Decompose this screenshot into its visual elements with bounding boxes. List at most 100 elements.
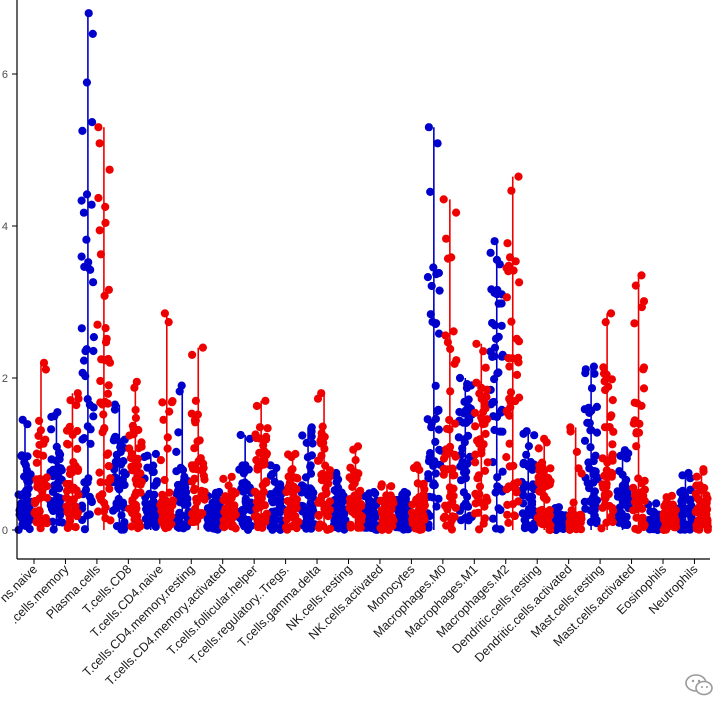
median-lines	[24, 13, 703, 530]
data-point	[527, 503, 536, 512]
data-point	[607, 512, 616, 521]
data-point	[535, 461, 544, 470]
data-point	[191, 504, 200, 513]
data-point	[260, 501, 269, 510]
data-point	[471, 489, 480, 498]
data-point	[515, 278, 524, 287]
data-point	[623, 502, 632, 511]
data-point	[88, 29, 97, 38]
data-point	[439, 464, 448, 473]
data-point	[692, 472, 701, 481]
data-point	[188, 477, 197, 486]
data-point	[101, 514, 110, 523]
data-point	[35, 506, 44, 515]
data-point	[25, 524, 34, 534]
data-point	[520, 524, 530, 533]
data-point	[637, 401, 646, 410]
data-point	[176, 463, 185, 472]
data-point	[35, 494, 44, 503]
data-point	[98, 428, 107, 437]
data-point	[53, 408, 62, 417]
data-point	[324, 479, 333, 488]
data-point	[41, 365, 51, 374]
data-point	[94, 123, 103, 132]
data-point	[566, 427, 575, 436]
data-point	[266, 471, 275, 480]
data-point	[307, 427, 316, 436]
data-point	[629, 483, 638, 492]
data-point	[426, 310, 435, 319]
data-point	[608, 469, 617, 478]
data-point	[39, 358, 49, 367]
data-point	[102, 450, 111, 459]
data-point	[546, 521, 555, 530]
data-point	[502, 293, 511, 302]
data-point	[77, 252, 86, 261]
data-point	[498, 427, 507, 436]
data-point	[481, 429, 490, 438]
data-point	[191, 418, 200, 427]
data-point	[160, 309, 169, 318]
data-point	[48, 487, 58, 496]
data-point	[569, 498, 578, 507]
data-point	[475, 482, 485, 491]
data-point	[592, 496, 602, 505]
data-point	[80, 525, 89, 534]
data-point	[73, 426, 82, 436]
data-point	[388, 513, 397, 522]
data-point	[85, 492, 94, 501]
data-point	[298, 431, 307, 440]
data-point	[668, 500, 678, 509]
data-point	[577, 511, 586, 520]
data-point	[420, 501, 429, 510]
data-point	[236, 430, 245, 440]
data-point	[309, 488, 318, 497]
data-point	[434, 425, 443, 434]
data-point	[151, 449, 160, 459]
data-point	[106, 474, 115, 483]
data-point	[345, 473, 354, 482]
data-point	[285, 507, 294, 516]
data-point	[377, 480, 386, 489]
data-point	[497, 352, 507, 361]
data-point	[116, 438, 125, 447]
data-point	[632, 513, 641, 522]
data-point	[325, 497, 334, 506]
data-point	[93, 320, 102, 329]
data-point	[17, 452, 26, 461]
data-point	[266, 490, 275, 499]
data-point	[261, 477, 271, 486]
data-point	[20, 472, 29, 481]
data-point	[498, 467, 507, 476]
data-point	[203, 522, 212, 531]
data-point	[411, 524, 420, 533]
data-point	[260, 512, 269, 521]
data-point	[590, 487, 600, 496]
data-point	[82, 78, 91, 87]
data-point	[104, 285, 113, 294]
data-point	[173, 486, 183, 495]
data-point	[88, 118, 97, 127]
data-point	[480, 466, 490, 475]
data-point	[624, 449, 633, 458]
data-point	[195, 436, 204, 445]
data-point	[287, 452, 296, 462]
data-point	[528, 465, 537, 474]
data-point	[600, 471, 609, 480]
data-point	[439, 195, 448, 204]
data-point	[89, 346, 98, 356]
data-points	[14, 9, 713, 535]
data-point	[443, 338, 452, 347]
data-point	[450, 450, 459, 459]
y-tick-label: 2	[2, 373, 8, 385]
data-point	[250, 512, 259, 521]
data-point	[424, 523, 433, 532]
data-point	[522, 450, 531, 459]
data-point	[285, 483, 294, 492]
data-point	[471, 499, 480, 508]
data-point	[287, 466, 296, 475]
data-point	[187, 409, 196, 418]
data-point	[491, 488, 500, 497]
data-point	[470, 509, 479, 518]
